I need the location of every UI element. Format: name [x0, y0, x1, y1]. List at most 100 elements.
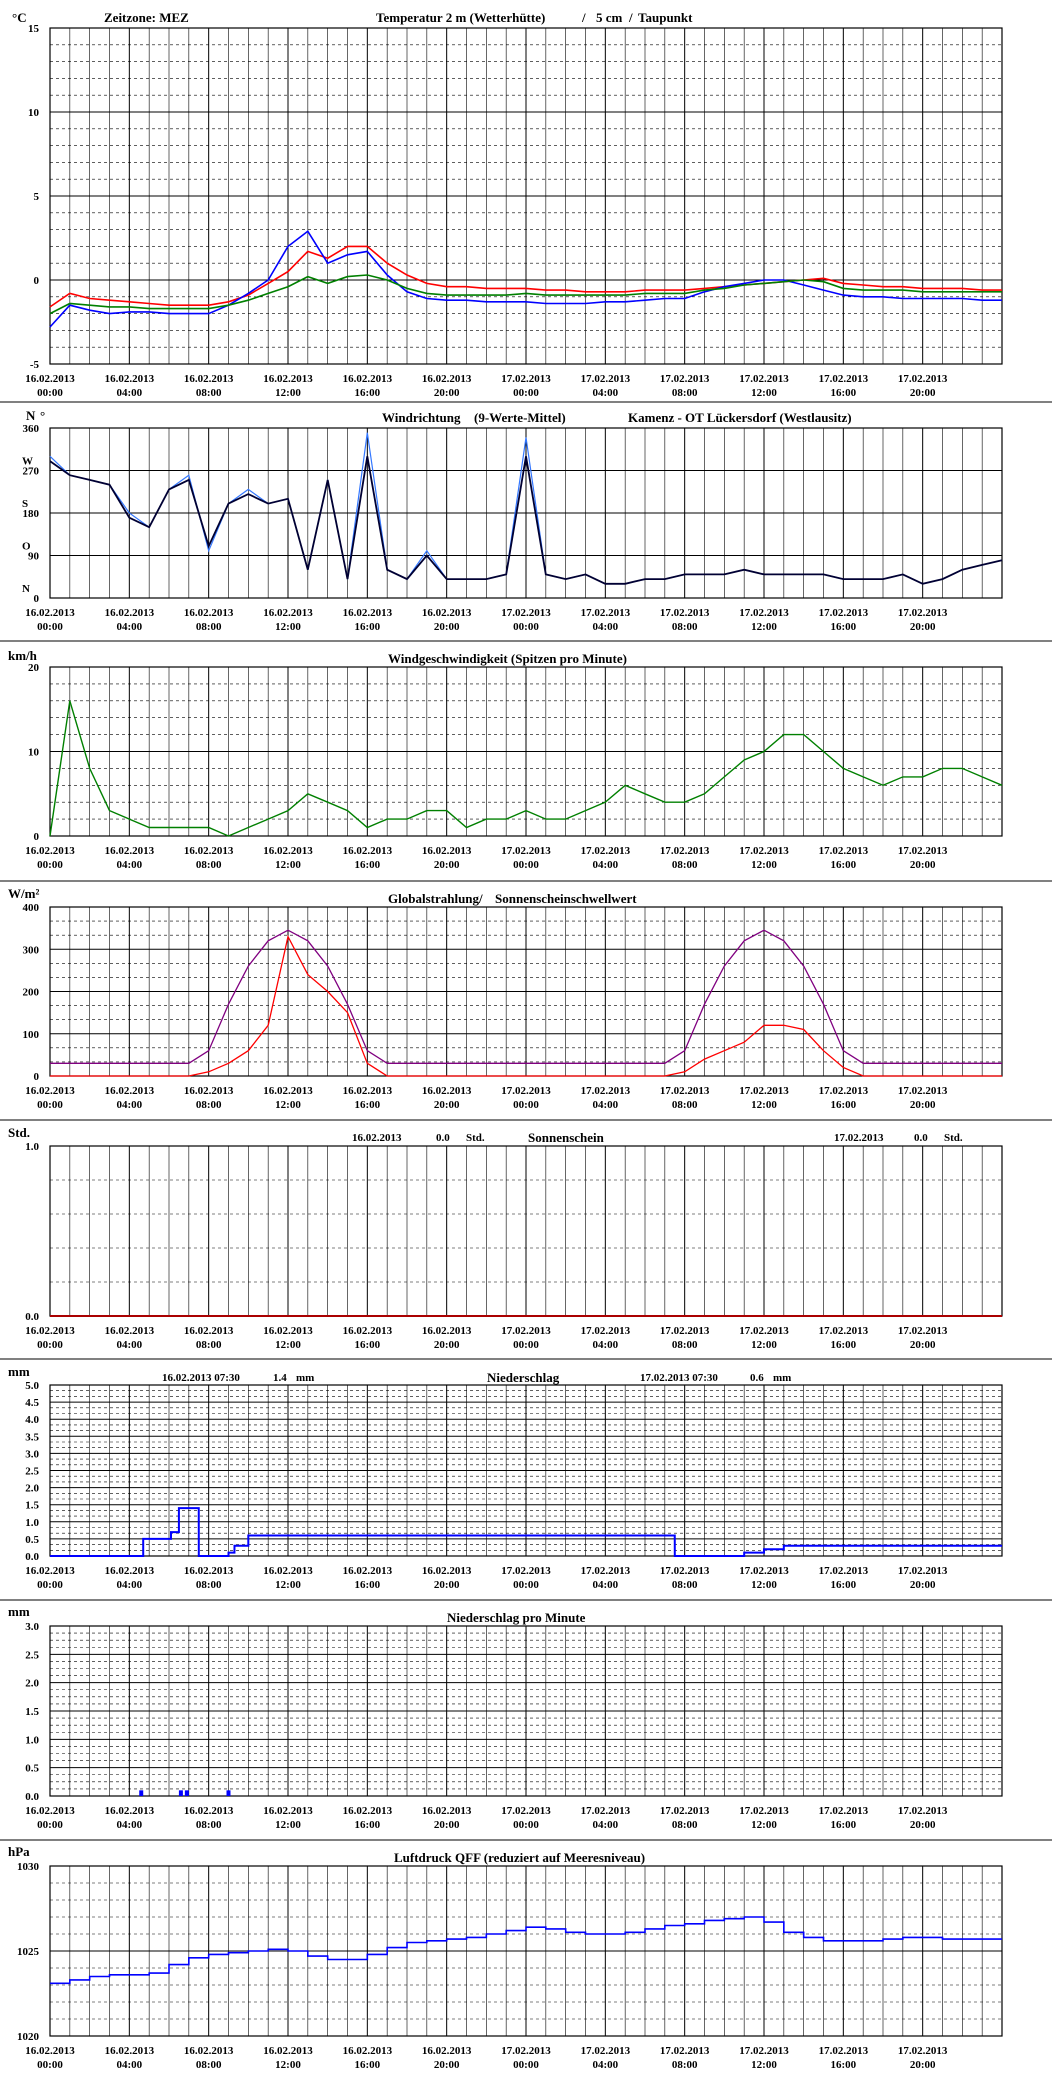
- y-tick-label: 1.0: [25, 1141, 39, 1153]
- x-tick-date: 16.02.2013: [263, 1085, 313, 1097]
- x-tick-time: 04:00: [592, 621, 618, 633]
- y-tick-label: 0: [34, 275, 40, 287]
- x-tick-date: 17.02.2013: [581, 1325, 631, 1337]
- x-tick-time: 16:00: [354, 1339, 380, 1351]
- x-tick-time: 16:00: [354, 387, 380, 399]
- series-line-temperature: [49, 245, 1002, 308]
- sun-day2-date: 17.02.2013: [834, 1132, 884, 1144]
- x-tick-date: 16.02.2013: [105, 1565, 155, 1577]
- x-tick-time: 20:00: [434, 1579, 460, 1591]
- legend-wind-direction: Windrichtung: [382, 410, 461, 425]
- x-tick-time: 12:00: [751, 387, 777, 399]
- x-tick-date: 17.02.2013: [739, 1325, 789, 1337]
- x-tick-time: 12:00: [751, 621, 777, 633]
- x-tick-date: 16.02.2013: [263, 2045, 313, 2057]
- x-tick-date: 16.02.2013: [263, 1805, 313, 1817]
- x-tick-date: 17.02.2013: [581, 2045, 631, 2057]
- y-tick-label: 0.5: [25, 1534, 39, 1546]
- unit-celsius: °C: [12, 10, 27, 25]
- x-tick-date: 17.02.2013: [739, 373, 789, 385]
- x-tick-date: 16.02.2013: [263, 607, 313, 619]
- x-tick-date: 16.02.2013: [105, 1085, 155, 1097]
- x-tick-date: 17.02.2013: [819, 1325, 869, 1337]
- x-tick-date: 17.02.2013: [501, 2045, 551, 2057]
- x-tick-time: 12:00: [751, 1819, 777, 1831]
- x-tick-date: 17.02.2013: [819, 1805, 869, 1817]
- x-tick-date: 17.02.2013: [501, 373, 551, 385]
- legend-dewpoint: Taupunkt: [638, 10, 693, 25]
- y-tick-label: 5: [34, 191, 40, 203]
- x-tick-time: 20:00: [434, 621, 460, 633]
- x-tick-date: 16.02.2013: [184, 1085, 234, 1097]
- x-tick-time: 08:00: [196, 1099, 222, 1111]
- x-tick-date: 17.02.2013: [819, 2045, 869, 2057]
- precip-day1-date: 16.02.2013 07:30: [162, 1372, 240, 1384]
- y-tick-label: 0.0: [25, 1791, 39, 1803]
- y-tick-label: 1.5: [25, 1706, 39, 1718]
- pressure-title: Luftdruck QFF (reduziert auf Meeresnivea…: [394, 1850, 645, 1865]
- unit-std: Std.: [8, 1125, 30, 1140]
- x-tick-date: 17.02.2013: [581, 1085, 631, 1097]
- y-tick-label: 0.0: [25, 1311, 39, 1323]
- x-tick-date: 16.02.2013: [105, 607, 155, 619]
- x-tick-date: 16.02.2013: [105, 1325, 155, 1337]
- x-tick-time: 12:00: [751, 1579, 777, 1591]
- x-tick-time: 04:00: [116, 1819, 142, 1831]
- x-tick-time: 04:00: [116, 1099, 142, 1111]
- y-tick-label: 200: [23, 987, 40, 999]
- x-tick-date: 17.02.2013: [581, 1565, 631, 1577]
- x-tick-time: 12:00: [275, 621, 301, 633]
- x-tick-date: 17.02.2013: [501, 1565, 551, 1577]
- x-tick-time: 20:00: [910, 859, 936, 871]
- x-tick-date: 16.02.2013: [263, 1325, 313, 1337]
- x-tick-time: 12:00: [275, 859, 301, 871]
- sun-day2-value: 0.0: [914, 1132, 928, 1144]
- x-tick-time: 00:00: [513, 1819, 539, 1831]
- plot-frame: [49, 427, 1003, 599]
- plot-frame: [49, 27, 1003, 365]
- x-tick-date: 17.02.2013: [581, 1805, 631, 1817]
- x-tick-time: 20:00: [910, 1339, 936, 1351]
- x-tick-time: 00:00: [37, 1819, 63, 1831]
- x-tick-date: 16.02.2013: [343, 373, 393, 385]
- x-tick-date: 17.02.2013: [898, 845, 948, 857]
- compass-top: N: [26, 408, 36, 423]
- x-tick-time: 08:00: [672, 1339, 698, 1351]
- x-tick-time: 00:00: [513, 1579, 539, 1591]
- station-name: Kamenz - OT Lückersdorf (Westlausitz): [628, 410, 852, 425]
- y-tick-label: 0.0: [25, 1551, 39, 1563]
- x-tick-time: 00:00: [513, 859, 539, 871]
- x-tick-time: 04:00: [116, 2059, 142, 2071]
- x-tick-date: 16.02.2013: [25, 1565, 75, 1577]
- x-tick-time: 12:00: [275, 387, 301, 399]
- series-line-radiation: [50, 934, 1002, 1077]
- dynamic-plot-layer: 15 10 5 0 -5 16.02.2013 00:00 16.02.2013 04:00 16…: [0, 23, 1052, 2071]
- y-tick-label: 300: [23, 944, 40, 956]
- x-tick-date: 17.02.2013: [898, 1805, 948, 1817]
- x-tick-date: 17.02.2013: [819, 607, 869, 619]
- precip-day2-date: 17.02.2013 07:30: [640, 1372, 718, 1384]
- x-tick-time: 00:00: [513, 621, 539, 633]
- x-tick-time: 20:00: [434, 1099, 460, 1111]
- x-tick-date: 16.02.2013: [343, 1325, 393, 1337]
- x-tick-date: 16.02.2013: [105, 373, 155, 385]
- x-tick-date: 16.02.2013: [25, 2045, 75, 2057]
- y-tick-label: 1030: [17, 1861, 40, 1873]
- y-tick-label: 10: [28, 107, 40, 119]
- x-tick-date: 17.02.2013: [581, 373, 631, 385]
- x-tick-time: 00:00: [513, 1099, 539, 1111]
- y-tick-label: 1.0: [25, 1517, 39, 1529]
- x-tick-time: 00:00: [513, 1339, 539, 1351]
- precip-minute-bar: [139, 1790, 144, 1796]
- x-tick-time: 00:00: [513, 2059, 539, 2071]
- x-tick-date: 17.02.2013: [501, 607, 551, 619]
- x-tick-date: 17.02.2013: [819, 373, 869, 385]
- precip-day1-unit: mm: [296, 1372, 314, 1384]
- x-tick-time: 08:00: [672, 621, 698, 633]
- compass-label: S: [22, 498, 28, 510]
- x-tick-time: 04:00: [592, 387, 618, 399]
- series-line-wind-speed: [49, 700, 1003, 837]
- x-tick-time: 08:00: [196, 2059, 222, 2071]
- x-tick-date: 16.02.2013: [184, 1805, 234, 1817]
